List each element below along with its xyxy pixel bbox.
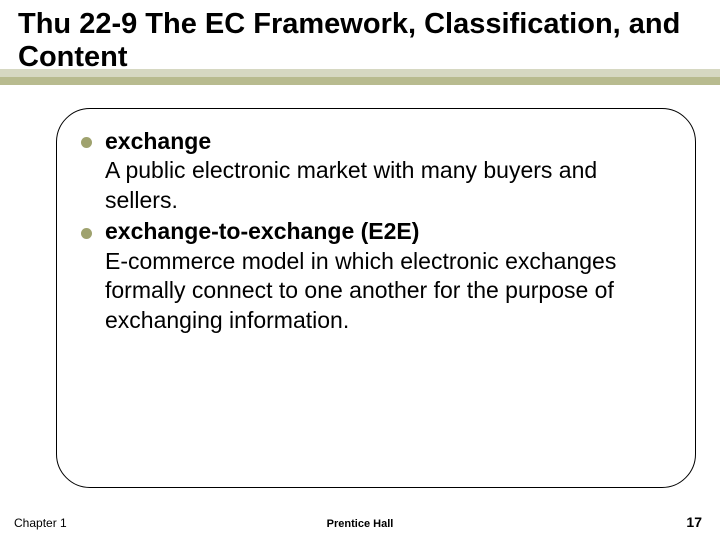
footer-page-number: 17 xyxy=(686,514,702,530)
term-label: exchange-to-exchange (E2E) xyxy=(105,218,419,244)
bullet-list: exchange A public electronic market with… xyxy=(81,127,667,335)
definition-text: E-commerce model in which electronic exc… xyxy=(105,248,616,333)
content-box: exchange A public electronic market with… xyxy=(56,108,696,488)
bullet-dot-icon xyxy=(81,228,92,239)
bullet-item: exchange A public electronic market with… xyxy=(81,127,667,215)
term-label: exchange xyxy=(105,128,211,154)
footer: Chapter 1 Prentice Hall 17 xyxy=(0,508,720,530)
definition-text: A public electronic market with many buy… xyxy=(105,157,597,212)
bullet-dot-icon xyxy=(81,137,92,148)
footer-publisher: Prentice Hall xyxy=(0,518,720,530)
title-region: Thu 22-9 The EC Framework, Classificatio… xyxy=(0,0,720,85)
bullet-item: exchange-to-exchange (E2E) E-commerce mo… xyxy=(81,217,667,335)
title-accent-bottom xyxy=(0,77,720,85)
title-accent-top xyxy=(0,69,720,77)
slide-title: Thu 22-9 The EC Framework, Classificatio… xyxy=(18,8,702,75)
